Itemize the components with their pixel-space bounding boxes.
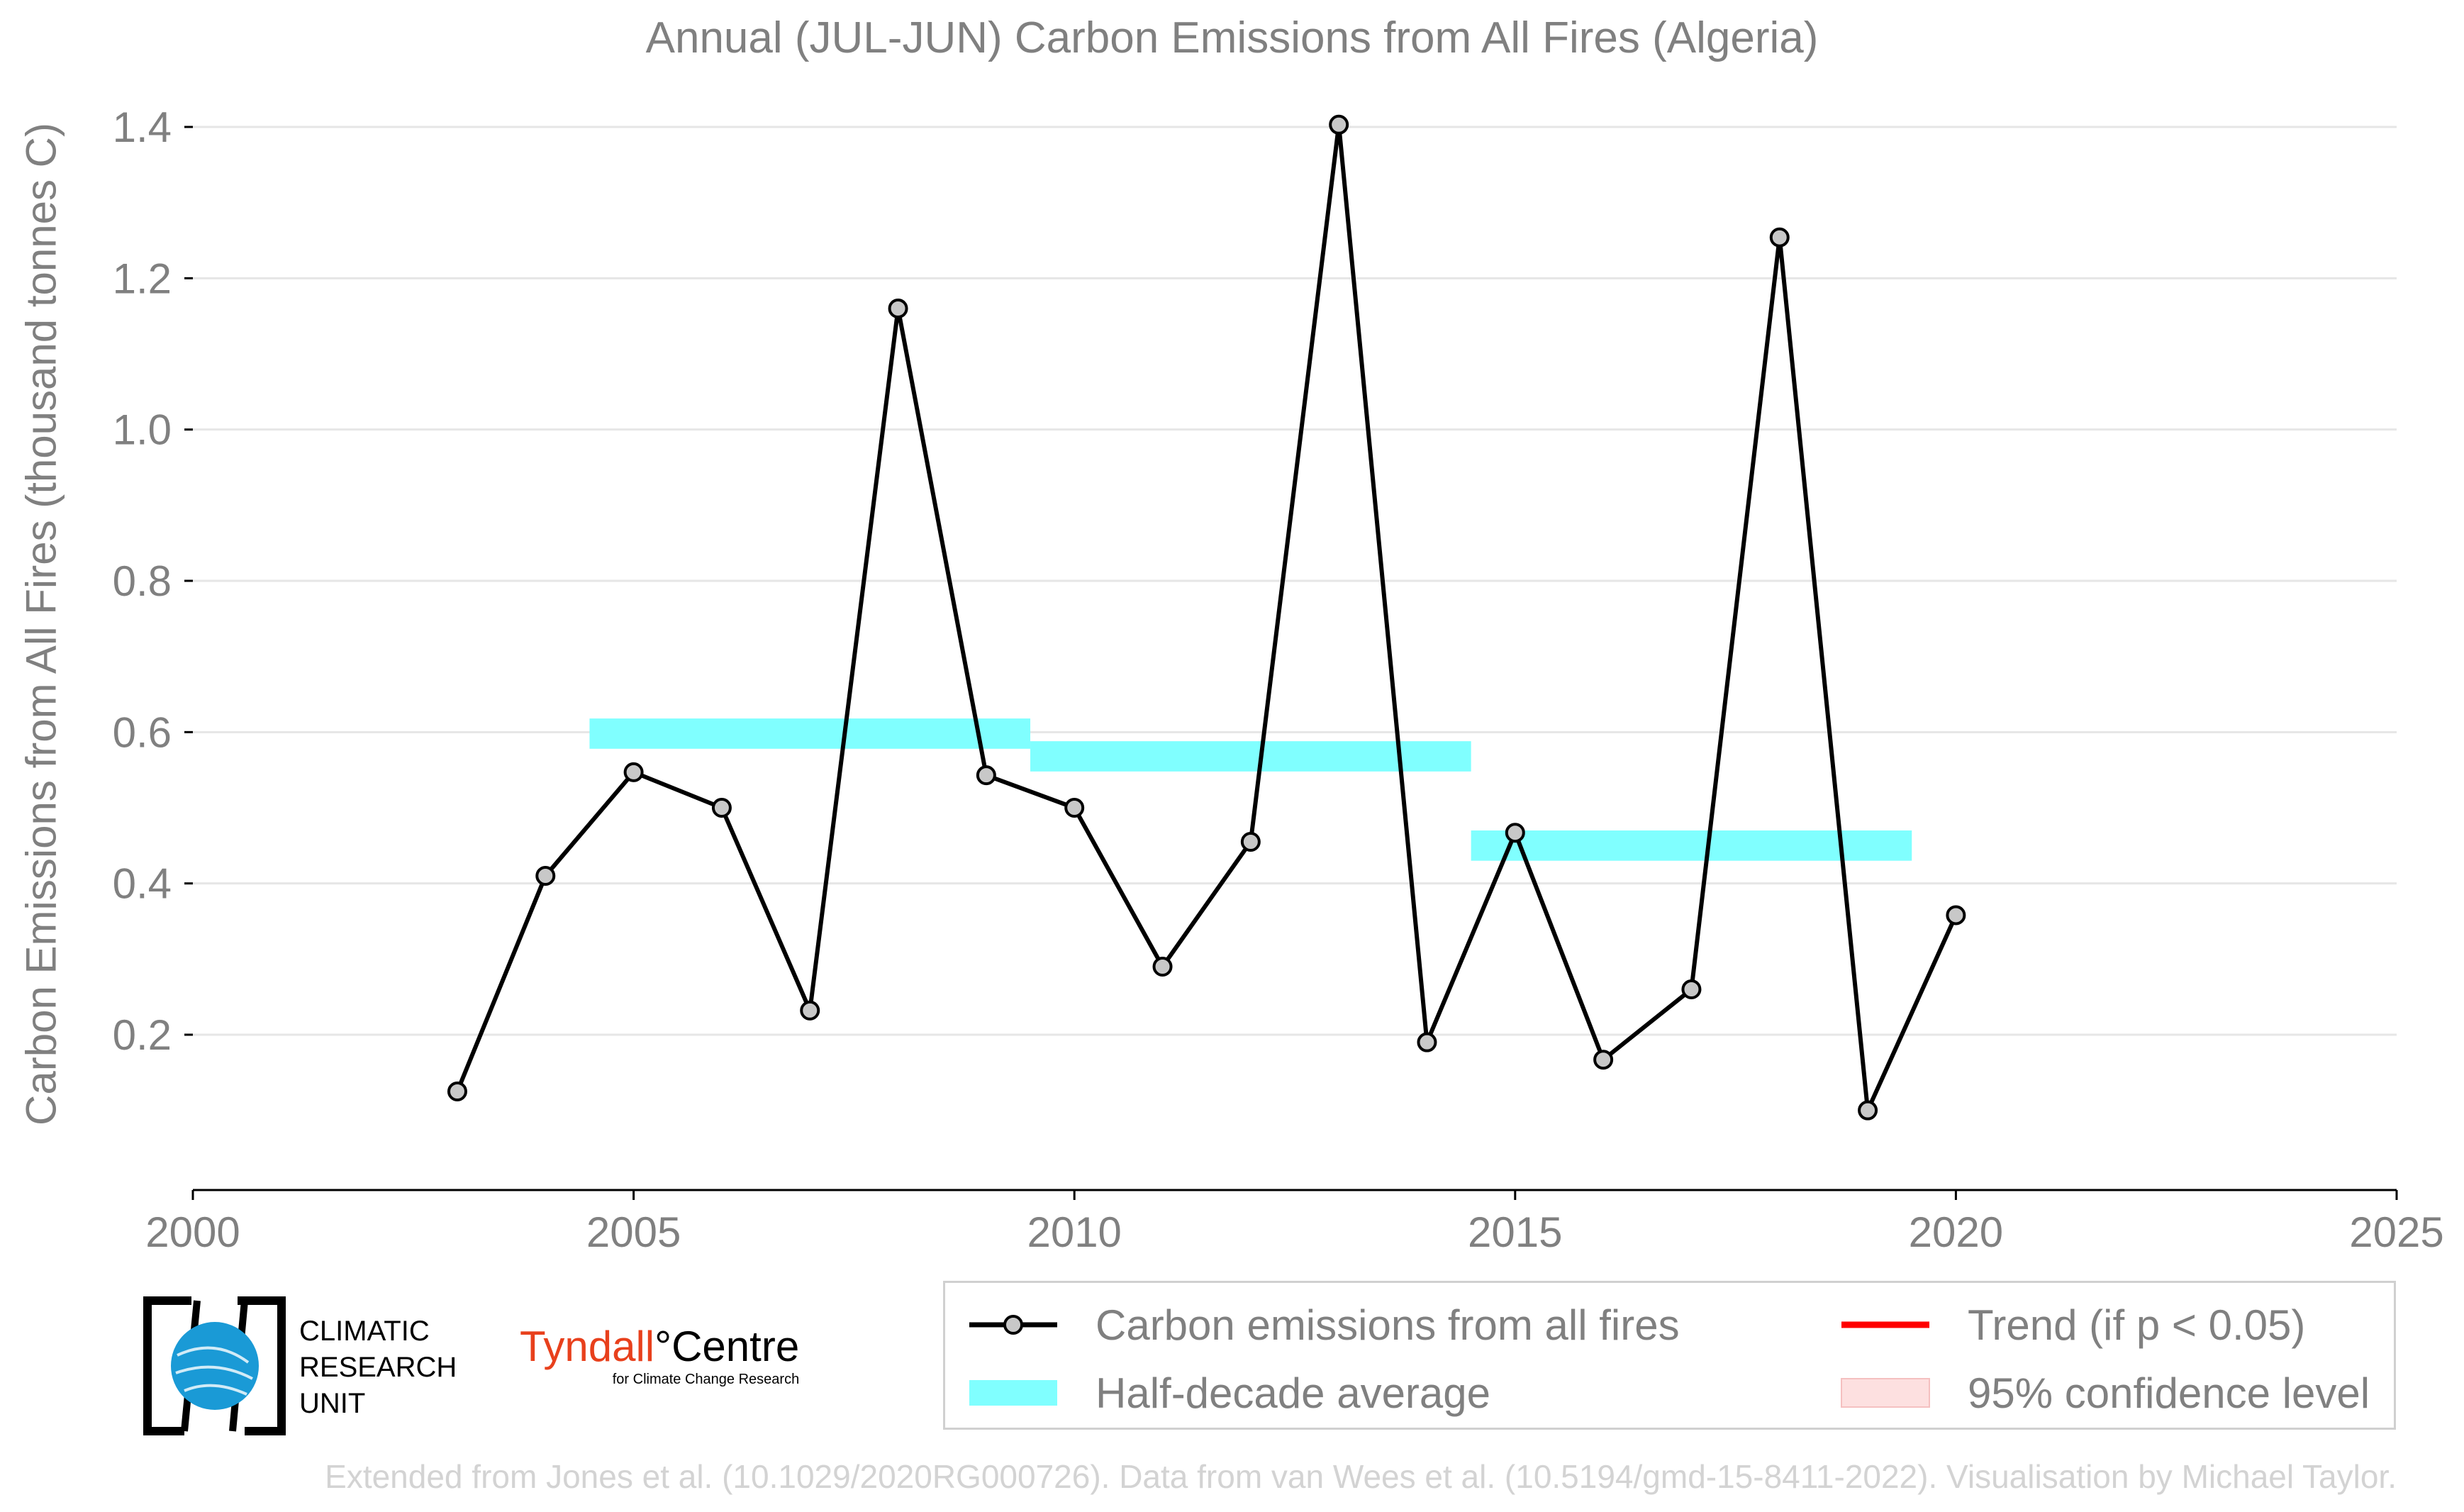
tyndall-logo-title: Tyndall°Centre <box>520 1323 799 1370</box>
x-tick-label: 2005 <box>586 1208 681 1256</box>
chart-title: Annual (JUL-JUN) Carbon Emissions from A… <box>645 13 1819 62</box>
data-point <box>1240 832 1261 852</box>
y-tick-label: 0.8 <box>113 557 172 605</box>
y-tick-label: 1.0 <box>113 406 172 454</box>
cru-line-2: RESEARCH <box>299 1352 457 1383</box>
data-point <box>888 299 908 318</box>
x-tick-label: 2025 <box>2349 1208 2443 1256</box>
tyndall-logo: Tyndall°Centre for Climate Change Resear… <box>520 1323 799 1388</box>
legend-label-confidence: 95% confidence level <box>1968 1369 2370 1417</box>
data-point <box>1417 1032 1437 1052</box>
half-decade-band <box>1030 741 1471 772</box>
y-axis-label: Carbon Emissions from All Fires (thousan… <box>17 123 65 1125</box>
data-point <box>711 798 732 818</box>
emissions-line <box>455 122 1958 1113</box>
data-point <box>1329 114 1349 135</box>
legend-item-trend: Trend (if p < 0.05) <box>1839 1293 2305 1357</box>
legend-trend-line-icon <box>1841 1321 1929 1328</box>
y-tick-label: 0.4 <box>113 860 172 908</box>
data-point <box>1858 1100 1878 1121</box>
legend-item-half-decade: Half-decade average <box>966 1361 1490 1425</box>
footer-credits: Extended from Jones et al. (10.1029/2020… <box>325 1458 2397 1495</box>
data-point <box>1946 905 1966 925</box>
axes: 0.2 0.4 0.6 0.8 1.0 1.2 1.4 2000 2005 2010 2015 202… <box>113 104 2444 1256</box>
legend-item-emissions: Carbon emissions from all fires <box>966 1293 1680 1357</box>
half-decade-band <box>589 718 1031 749</box>
grid-lines <box>193 126 2397 1036</box>
data-point <box>800 1000 820 1021</box>
y-tick-label: 0.2 <box>113 1011 172 1059</box>
data-point <box>1681 979 1702 999</box>
data-point <box>623 762 644 782</box>
y-tick-label: 0.6 <box>113 708 172 756</box>
data-point <box>1064 798 1085 818</box>
cru-emblem-icon <box>143 1296 286 1435</box>
x-tick-label: 2000 <box>145 1208 240 1256</box>
half-decade-band <box>1471 830 1912 861</box>
data-point <box>447 1082 467 1101</box>
legend-label-emissions: Carbon emissions from all fires <box>1096 1301 1680 1349</box>
data-point <box>1593 1050 1614 1070</box>
data-point <box>1152 957 1173 977</box>
cru-line-3: UNIT <box>299 1388 366 1419</box>
y-tick-label: 1.2 <box>113 255 172 302</box>
data-point <box>535 866 556 886</box>
cru-logo-text: CLIMATIC RESEARCH UNIT <box>299 1313 457 1422</box>
x-tick-label: 2010 <box>1027 1208 1121 1256</box>
emissions-series <box>455 122 1958 1113</box>
x-tick-label: 2020 <box>1909 1208 2003 1256</box>
data-point <box>1769 227 1790 248</box>
data-point <box>1505 823 1525 843</box>
legend-item-confidence: 95% confidence level <box>1839 1361 2370 1425</box>
cru-line-1: CLIMATIC <box>299 1316 430 1347</box>
legend-label-trend: Trend (if p < 0.05) <box>1968 1301 2306 1349</box>
legend-confidence-icon <box>1841 1378 1930 1408</box>
legend-line-marker-icon <box>969 1315 1057 1335</box>
tyndall-logo-part1: Tyndall <box>520 1323 655 1370</box>
legend-band-icon <box>969 1380 1057 1406</box>
cru-logo: CLIMATIC RESEARCH UNIT <box>142 1295 475 1437</box>
tyndall-logo-subtitle: for Climate Change Research <box>612 1372 800 1387</box>
chart-legend: Carbon emissions from all fires Half-dec… <box>943 1281 2396 1430</box>
data-point <box>976 765 996 786</box>
tyndall-logo-part2: °Centre <box>654 1323 800 1370</box>
legend-label-half-decade: Half-decade average <box>1096 1369 1491 1417</box>
emissions-points <box>447 114 1966 1121</box>
x-tick-label: 2015 <box>1468 1208 1562 1256</box>
y-tick-label: 1.4 <box>113 104 172 151</box>
